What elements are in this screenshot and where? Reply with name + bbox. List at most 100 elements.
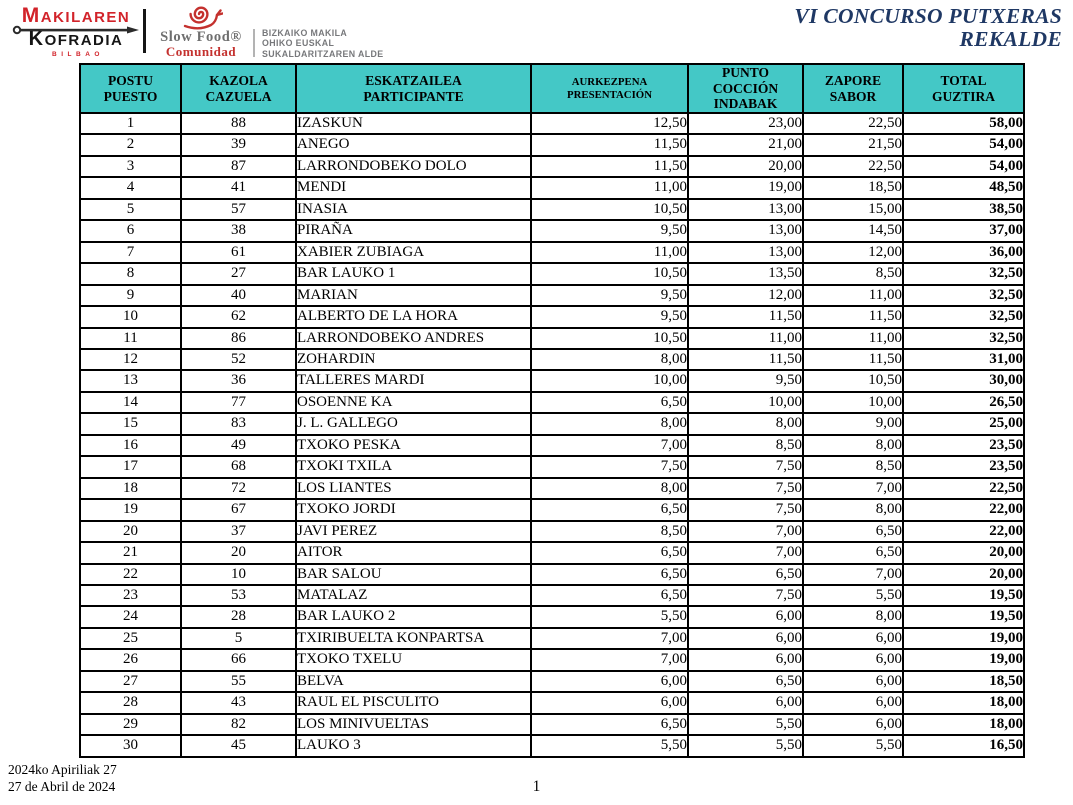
table-row: 2 39 ANEGO 11,50 21,00 21,50 54,00 <box>79 133 1025 157</box>
cell-kazola: 20 <box>180 541 297 565</box>
cell-aurkezpena: 6,50 <box>530 712 689 737</box>
cell-kazola: 52 <box>180 347 297 372</box>
document-title: VI CONCURSO PUTXERAS REKALDE <box>794 5 1062 51</box>
cell-kazola: 28 <box>180 605 297 629</box>
cell-participante: LARRONDOBEKO DOLO <box>295 154 532 179</box>
table-row: 8 27 BAR LAUKO 1 10,50 13,50 8,50 32,50 <box>79 262 1025 286</box>
cell-aurkezpena: 9,50 <box>530 219 689 243</box>
cell-participante: LOS LIANTES <box>295 476 532 501</box>
cell-postu: 20 <box>79 519 182 544</box>
cell-aurkezpena: 10,50 <box>530 262 689 286</box>
cell-postu: 17 <box>79 455 182 479</box>
cell-participante: ANEGO <box>295 133 532 157</box>
cell-punto-coccion: 6,50 <box>687 669 804 694</box>
cell-punto-coccion: 5,50 <box>687 712 804 737</box>
table-row: 3 87 LARRONDOBEKO DOLO 11,50 20,00 22,50 54,00 <box>79 154 1025 179</box>
cell-participante: TXOKO PESKA <box>295 433 532 458</box>
cell-punto-coccion: 13,00 <box>687 197 804 222</box>
cell-kazola: 62 <box>180 305 297 329</box>
cell-zapore: 6,00 <box>802 712 904 737</box>
cell-punto-coccion: 13,00 <box>687 219 804 243</box>
cell-postu: 28 <box>79 691 182 715</box>
cell-aurkezpena: 8,00 <box>530 347 689 372</box>
table-row: 1 88 IZASKUN 12,50 23,00 22,50 58,00 <box>79 111 1025 136</box>
cell-postu: 3 <box>79 154 182 179</box>
cell-participante: BAR LAUKO 2 <box>295 605 532 629</box>
cell-postu: 26 <box>79 648 182 672</box>
cell-punto-coccion: 7,00 <box>687 519 804 544</box>
cell-postu: 22 <box>79 562 182 586</box>
cell-total: 54,00 <box>902 133 1025 157</box>
cell-total: 19,50 <box>902 605 1025 629</box>
cell-punto-coccion: 6,00 <box>687 626 804 651</box>
cell-kazola: 53 <box>180 583 297 608</box>
cell-postu: 19 <box>79 498 182 522</box>
cell-aurkezpena: 11,50 <box>530 154 689 179</box>
organization-tagline: BIZKAIKO MAKILA OHIKO EUSKAL SUKALDARITZ… <box>262 28 384 59</box>
cell-kazola: 88 <box>180 111 297 136</box>
column-header-punto-coccion: PUNTO COCCIÓN INDABAK <box>687 63 804 114</box>
cell-total: 23,50 <box>902 455 1025 479</box>
cell-zapore: 11,00 <box>802 283 904 308</box>
cell-zapore: 9,00 <box>802 412 904 436</box>
table-row: 25 5 TXIRIBUELTA KONPARTSA 7,00 6,00 6,00 19,0… <box>79 626 1025 651</box>
cell-kazola: 83 <box>180 412 297 436</box>
cell-total: 25,00 <box>902 412 1025 436</box>
cell-punto-coccion: 7,50 <box>687 583 804 608</box>
cell-total: 38,50 <box>902 197 1025 222</box>
cell-total: 36,00 <box>902 240 1025 265</box>
cell-kazola: 38 <box>180 219 297 243</box>
cell-total: 30,00 <box>902 369 1025 393</box>
snail-icon <box>183 6 223 30</box>
document-title-line-1: VI CONCURSO PUTXERAS <box>794 4 1062 28</box>
cell-punto-coccion: 10,00 <box>687 390 804 415</box>
cell-aurkezpena: 6,50 <box>530 562 689 586</box>
cell-aurkezpena: 6,00 <box>530 669 689 694</box>
cell-postu: 14 <box>79 390 182 415</box>
cell-participante: BAR LAUKO 1 <box>295 262 532 286</box>
cell-punto-coccion: 7,50 <box>687 476 804 501</box>
cell-punto-coccion: 6,00 <box>687 605 804 629</box>
table-row: 13 36 TALLERES MARDI 10,00 9,50 10,50 30,00 <box>79 369 1025 393</box>
cell-postu: 8 <box>79 262 182 286</box>
cell-aurkezpena: 7,00 <box>530 433 689 458</box>
cell-postu: 18 <box>79 476 182 501</box>
table-row: 10 62 ALBERTO DE LA HORA 9,50 11,50 11,50 32,5… <box>79 305 1025 329</box>
cell-punto-coccion: 11,50 <box>687 347 804 372</box>
cell-aurkezpena: 6,00 <box>530 691 689 715</box>
results-table-container: POSTU PUESTO KAZOLA CAZUELA ESKATZAILEA … <box>79 63 1025 758</box>
cell-total: 18,00 <box>902 712 1025 737</box>
cell-participante: OSOENNE KA <box>295 390 532 415</box>
table-row: 6 38 PIRAÑA 9,50 13,00 14,50 37,00 <box>79 219 1025 243</box>
cell-total: 22,00 <box>902 519 1025 544</box>
cell-total: 16,50 <box>902 734 1025 758</box>
cell-kazola: 57 <box>180 197 297 222</box>
table-row: 12 52 ZOHARDIN 8,00 11,50 11,50 31,00 <box>79 347 1025 372</box>
column-header-total: TOTAL GUZTIRA <box>902 63 1025 114</box>
cell-total: 18,50 <box>902 669 1025 694</box>
cell-aurkezpena: 9,50 <box>530 283 689 308</box>
cell-total: 37,00 <box>902 219 1025 243</box>
cell-zapore: 10,00 <box>802 390 904 415</box>
document-title-line-2: REKALDE <box>959 27 1062 51</box>
cell-participante: LOS MINIVUELTAS <box>295 712 532 737</box>
cell-aurkezpena: 12,50 <box>530 111 689 136</box>
table-row: 11 86 LARRONDOBEKO ANDRES 10,50 11,00 11,00 32… <box>79 326 1025 351</box>
cell-zapore: 11,50 <box>802 305 904 329</box>
slow-food-wordmark: Slow Food® <box>160 29 242 45</box>
cell-punto-coccion: 6,00 <box>687 691 804 715</box>
cell-kazola: 27 <box>180 262 297 286</box>
cell-aurkezpena: 7,50 <box>530 455 689 479</box>
column-header-zapore: ZAPORE SABOR <box>802 63 904 114</box>
cell-participante: BELVA <box>295 669 532 694</box>
column-header-postu: POSTU PUESTO <box>79 63 182 114</box>
cell-postu: 10 <box>79 305 182 329</box>
cell-aurkezpena: 11,00 <box>530 240 689 265</box>
cell-zapore: 12,00 <box>802 240 904 265</box>
cell-zapore: 22,50 <box>802 154 904 179</box>
cell-kazola: 40 <box>180 283 297 308</box>
cell-participante: TALLERES MARDI <box>295 369 532 393</box>
table-row: 23 53 MATALAZ 6,50 7,50 5,50 19,50 <box>79 583 1025 608</box>
cell-kazola: 86 <box>180 326 297 351</box>
cell-total: 19,50 <box>902 583 1025 608</box>
